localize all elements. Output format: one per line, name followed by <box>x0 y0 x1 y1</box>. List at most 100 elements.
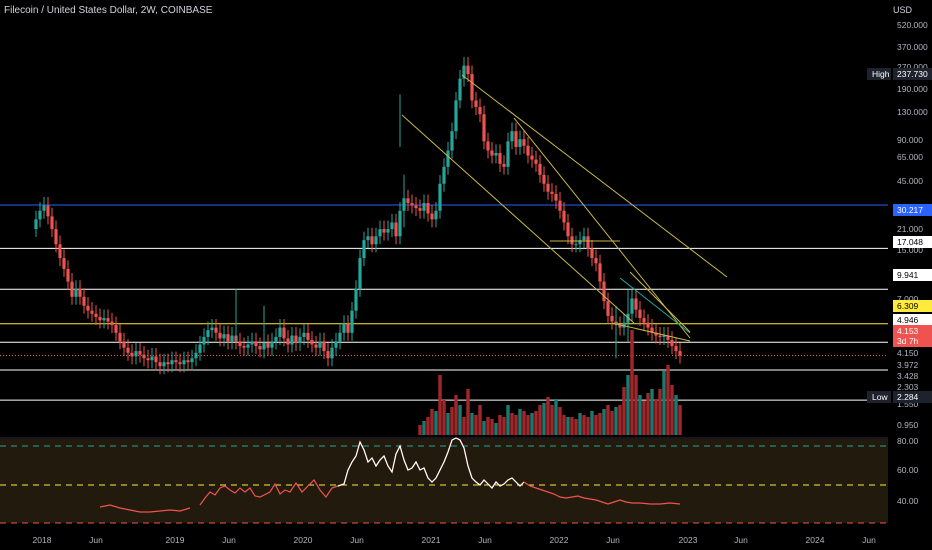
volume-bar <box>658 389 662 435</box>
candle-body <box>602 281 606 302</box>
y-tick-label: 90.000 <box>897 135 923 145</box>
candle-body <box>266 342 270 348</box>
candle-body <box>326 351 330 359</box>
candle-body <box>78 288 82 297</box>
volume-bar <box>574 419 578 435</box>
price-tag-value: 3d 7h <box>897 336 919 346</box>
candle-body <box>194 352 198 359</box>
x-tick-label: Jun <box>606 535 620 545</box>
candle-body <box>394 222 398 237</box>
price-tag-bg <box>893 68 932 80</box>
candle-body <box>590 248 594 259</box>
x-tick-label: 2024 <box>806 535 825 545</box>
volume-bar <box>570 417 574 435</box>
candle-body <box>522 139 526 146</box>
x-tick-label: 2022 <box>550 535 569 545</box>
candle-body <box>298 336 302 343</box>
x-tick-label: 2019 <box>166 535 185 545</box>
candle-body <box>38 210 42 220</box>
candle-body <box>122 341 126 348</box>
candle-body <box>638 309 642 319</box>
candle-body <box>314 344 318 348</box>
price-tag-value: 17.048 <box>897 237 923 247</box>
candle-body <box>534 159 538 164</box>
candle-body <box>678 351 682 356</box>
volume-bar <box>670 385 674 435</box>
chart-title: Filecoin / United States Dollar, 2W, COI… <box>4 5 213 16</box>
candle-body <box>550 191 554 194</box>
candle-body <box>258 346 262 350</box>
volume-bar <box>518 409 522 435</box>
price-tag-bg <box>893 269 932 281</box>
price-tag-value: 6.309 <box>897 301 919 311</box>
candle-body <box>494 152 498 156</box>
price-tag-value: 30.217 <box>897 205 923 215</box>
candle-body <box>454 100 458 132</box>
candle-body <box>586 236 590 249</box>
volume-bar <box>474 415 478 435</box>
volume-bar <box>498 415 502 435</box>
candle-body <box>318 341 322 348</box>
volume-bar <box>430 409 434 435</box>
candle-body <box>86 305 90 311</box>
volume-bar <box>650 389 654 435</box>
volume-bar <box>566 417 570 435</box>
candle-body <box>542 174 546 184</box>
candle-body <box>666 335 670 340</box>
volume-bar <box>454 395 458 435</box>
y-tick-label: 520.000 <box>897 20 928 30</box>
volume-bar <box>494 423 498 435</box>
candle-body <box>582 236 586 241</box>
y-tick-label: 21.000 <box>897 224 923 234</box>
candle-body <box>654 332 658 336</box>
candle-body <box>242 346 246 348</box>
price-tag-value: 2.284 <box>897 392 919 402</box>
candle-body <box>634 298 638 310</box>
y-tick-label: 7.000 <box>897 294 919 304</box>
candle-body <box>558 200 562 211</box>
candle-body <box>294 335 298 343</box>
candle-body <box>302 332 306 337</box>
trendline <box>461 74 728 278</box>
candle-body <box>598 263 602 282</box>
candle-body <box>622 322 626 328</box>
price-tag-value: 4.153 <box>897 326 919 336</box>
candle-body <box>246 344 250 348</box>
candle-body <box>278 327 282 337</box>
volume-bar <box>426 417 430 435</box>
volume-bar <box>482 421 486 435</box>
trendline <box>619 277 691 334</box>
candle-body <box>226 334 230 342</box>
candle-body <box>486 141 490 151</box>
volume-bar <box>578 413 582 435</box>
volume-bar <box>522 411 526 435</box>
candle-body <box>202 336 206 345</box>
volume-bar <box>438 375 442 435</box>
candle-body <box>514 131 518 147</box>
candle-body <box>610 315 614 322</box>
price-tag-label-bg <box>867 391 891 403</box>
volume-bar <box>622 387 626 435</box>
rsi-tick-label: 60.00 <box>897 465 919 475</box>
candle-body <box>398 210 402 237</box>
rsi-tick-label: 40.00 <box>897 496 919 506</box>
volume-bar <box>490 419 494 435</box>
volume-bar <box>678 405 682 435</box>
candle-body <box>186 360 190 363</box>
volume-bar <box>530 413 534 435</box>
candle-body <box>94 313 98 317</box>
volume-bar <box>510 413 514 435</box>
candle-body <box>282 327 286 339</box>
volume-bar <box>542 403 546 435</box>
candle-body <box>502 163 506 167</box>
candle-body <box>142 354 146 359</box>
volume-bar <box>506 405 510 435</box>
candle-body <box>506 141 510 167</box>
candle-body <box>286 338 290 345</box>
price-tag-value: 4.946 <box>897 315 919 325</box>
candle-body <box>554 193 558 201</box>
x-tick-label: Jun <box>222 535 236 545</box>
candle-body <box>310 339 314 345</box>
volume-bar <box>502 417 506 435</box>
